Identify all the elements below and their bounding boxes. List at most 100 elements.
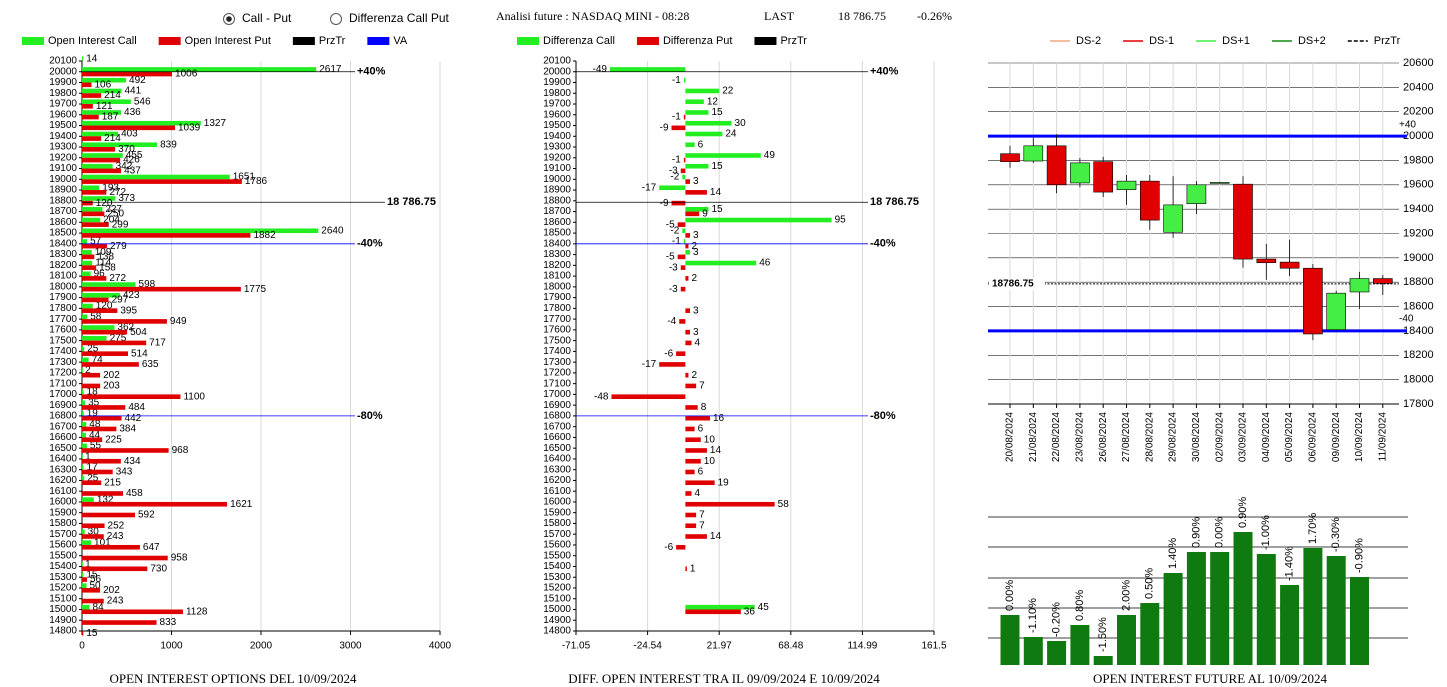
x-tick-label: 23/08/2024 <box>1075 412 1086 462</box>
bar <box>671 125 686 131</box>
y-tick-label: 19500 <box>543 120 571 131</box>
bar <box>1326 556 1346 665</box>
bar <box>685 372 689 378</box>
bar <box>82 276 107 281</box>
bar <box>82 480 102 486</box>
bar <box>82 93 102 98</box>
data-label: 48 <box>89 419 101 430</box>
data-label: -17 <box>642 359 657 370</box>
bar <box>685 308 690 313</box>
bar <box>677 254 686 260</box>
bar <box>82 185 100 191</box>
bar <box>1350 577 1369 665</box>
bar <box>682 228 686 234</box>
data-label: 7 <box>699 381 705 392</box>
bar <box>685 88 720 94</box>
data-label: 958 <box>171 553 188 564</box>
data-label: 193 <box>102 182 119 193</box>
bar <box>82 297 109 303</box>
bar <box>685 523 697 529</box>
y-tick-label: 16100 <box>543 486 571 497</box>
data-label: 442 <box>125 413 142 424</box>
change-label: 0.90% <box>1190 517 1202 548</box>
bar <box>685 437 701 443</box>
legend-label: DS+2 <box>1298 35 1326 47</box>
bar <box>683 157 686 163</box>
candle-body <box>1303 267 1323 335</box>
data-label: -9 <box>660 198 669 209</box>
data-label: 1 <box>85 559 91 570</box>
bar <box>82 555 168 561</box>
bar <box>82 561 83 567</box>
radio-label[interactable]: Differenza Call Put <box>349 11 449 25</box>
y-tick-label: 16600 <box>543 432 571 443</box>
y-tick-label: 17800 <box>49 303 77 314</box>
radio-button[interactable] <box>330 13 342 25</box>
bar <box>679 319 686 324</box>
bar <box>82 260 93 266</box>
bar <box>82 99 131 105</box>
bar <box>82 368 83 373</box>
data-label: 492 <box>129 75 146 86</box>
data-label: 10 <box>704 434 716 445</box>
bar <box>1117 615 1136 665</box>
data-label: 373 <box>118 193 135 204</box>
x-tick-label: 21.97 <box>707 641 732 652</box>
data-label: 297 <box>112 295 129 306</box>
bar <box>685 120 732 126</box>
y-tick-label: 18400 <box>543 238 571 249</box>
y-tick-label: 19300 <box>543 142 571 153</box>
bar <box>82 351 129 356</box>
candle-body <box>1326 292 1346 331</box>
y-tick-label: 15800 <box>49 518 77 529</box>
bar <box>1093 656 1113 665</box>
change-label: -0.30% <box>1330 517 1342 552</box>
data-label: 50 <box>89 580 101 591</box>
y-tick-label: 19600 <box>543 109 571 120</box>
data-label: -9 <box>660 122 669 133</box>
change-label: 0.80% <box>1074 590 1086 621</box>
candle-body <box>1023 145 1044 162</box>
data-label: 14 <box>86 53 98 64</box>
bar <box>682 174 686 180</box>
data-label: -6 <box>664 348 673 359</box>
bar <box>685 276 689 281</box>
data-label: 3 <box>693 327 699 338</box>
data-label: -1 <box>672 75 681 86</box>
y-tick-label: 16900 <box>49 400 77 411</box>
data-label: -3 <box>669 165 678 176</box>
y-tick-label: 17100 <box>49 378 77 389</box>
legend-swatch <box>367 37 390 45</box>
data-label: 968 <box>172 445 189 456</box>
radio-label[interactable]: Call - Put <box>242 11 292 25</box>
data-label: 57 <box>90 236 102 247</box>
y-tick-label: 17400 <box>543 346 571 357</box>
data-label: -2 <box>670 225 679 236</box>
data-label: 2 <box>691 370 697 381</box>
change-label: -1.40% <box>1284 546 1296 581</box>
bar <box>82 512 135 518</box>
data-label: 3 <box>693 176 699 187</box>
data-label: 202 <box>103 370 120 381</box>
data-label: 14 <box>710 187 722 198</box>
bar <box>1047 641 1067 665</box>
y-tick-label: 18000 <box>1403 374 1434 386</box>
data-label: 484 <box>128 402 145 413</box>
y-tick-label: 18300 <box>49 249 77 260</box>
bar <box>82 325 115 330</box>
data-label: -49 <box>592 64 607 75</box>
data-label: -6 <box>664 542 673 553</box>
change-label: -0.20% <box>1051 602 1063 637</box>
chart-title: OPEN INTEREST FUTURE AL 10/09/2024 <box>1093 671 1328 686</box>
x-tick-label: 30/08/2024 <box>1191 412 1202 462</box>
y-tick-label: 15900 <box>543 507 571 518</box>
header-title: Analisi future : NASDAQ MINI - 08:28 <box>496 9 689 23</box>
y-tick-label: 17000 <box>49 389 77 400</box>
price-label: 18786.75 <box>992 278 1034 289</box>
data-label: 114 <box>95 258 111 269</box>
data-label: 592 <box>138 510 155 521</box>
data-label: 426 <box>123 155 140 166</box>
data-label: 15 <box>86 628 98 639</box>
data-label: 1786 <box>245 176 268 187</box>
bar <box>1070 625 1090 665</box>
